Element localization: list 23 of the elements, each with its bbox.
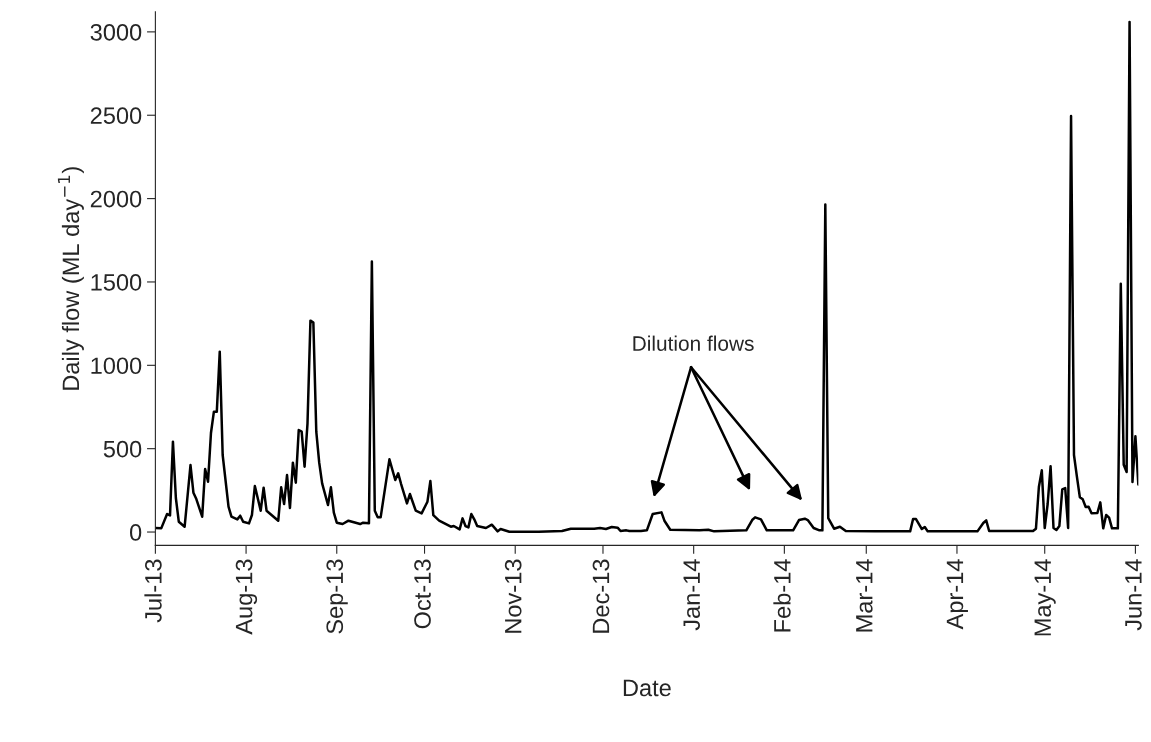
x-tick-label: Jun-14 xyxy=(1125,559,1142,631)
y-tick-label: 500 xyxy=(103,440,142,458)
x-axis-title: Date xyxy=(623,679,671,697)
x-tick-label: Nov-13 xyxy=(504,559,522,633)
y-axis-title: Daily flow (ML day$^{−1}$) xyxy=(57,167,84,390)
y-tick-label: 0 xyxy=(129,524,142,541)
x-tick-label: Mar-14 xyxy=(856,559,873,632)
y-tick-label: 2000 xyxy=(90,190,142,208)
x-tick-label: Dec-13 xyxy=(592,559,610,633)
y-tick-label: 2500 xyxy=(90,107,142,125)
y-tick-label: 1500 xyxy=(91,274,142,291)
y-tick-label: 1000 xyxy=(91,357,142,375)
x-tick-label: May-14 xyxy=(1034,559,1056,636)
x-tick-label: Jul-13 xyxy=(144,559,162,623)
x-tick-label: Aug-13 xyxy=(235,559,258,635)
annotation: Dilution flows xyxy=(633,335,754,351)
x-tick-label: Sep-13 xyxy=(326,559,348,634)
y-tick-label: 3000 xyxy=(90,23,142,41)
x-tick-label: Apr-14 xyxy=(946,559,968,630)
line-series xyxy=(155,20,1139,533)
x-tick-label: Feb-14 xyxy=(773,559,791,632)
x-tick-label: Oct-13 xyxy=(414,559,431,629)
x-tick-label: Jan-14 xyxy=(683,559,701,631)
